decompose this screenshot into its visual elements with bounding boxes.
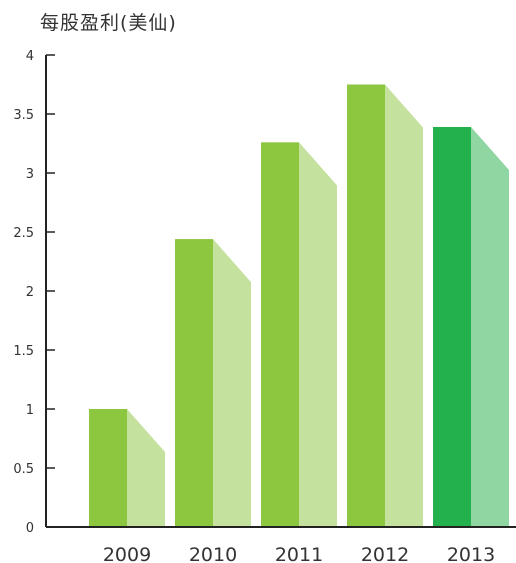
y-tick-label: 1.5 <box>13 344 34 359</box>
y-tick-label: 1 <box>26 403 34 418</box>
bar-2011 <box>261 142 337 527</box>
y-tick-label: 4 <box>26 49 34 64</box>
y-axis-ticks: 0 0.5 1 1.5 2 2.5 3 3.5 4 <box>13 49 55 536</box>
y-tick-label: 3.5 <box>13 108 34 123</box>
bar-shade <box>127 409 165 527</box>
bar-2009 <box>89 409 165 527</box>
y-tick-label: 2 <box>26 285 34 300</box>
y-tick-label: 0 <box>26 521 34 536</box>
bar-2013 <box>433 126 509 527</box>
x-tick-label: 2010 <box>189 544 237 563</box>
bar-shade <box>471 126 509 527</box>
bars <box>89 84 509 527</box>
bar-shade <box>213 239 251 527</box>
bar-shade <box>299 142 337 527</box>
y-tick-label: 0.5 <box>13 462 34 477</box>
bar-front <box>433 126 471 527</box>
x-tick-label: 2009 <box>103 544 151 563</box>
bar-front <box>175 239 213 527</box>
y-tick-label: 3 <box>26 167 34 182</box>
y-tick-label: 2.5 <box>13 226 34 241</box>
x-tick-label: 2011 <box>275 544 323 563</box>
bar-shade <box>385 84 423 527</box>
bar-front <box>347 84 385 527</box>
bar-front <box>261 142 299 527</box>
x-tick-label: 2013 <box>447 544 495 563</box>
chart-title: 每股盈利(美仙) <box>40 12 177 34</box>
bar-2012 <box>347 84 423 527</box>
x-tick-label: 2012 <box>361 544 409 563</box>
bar-2010 <box>175 239 251 527</box>
x-axis-labels: 2009 2010 2011 2012 2013 <box>103 544 495 563</box>
bar-front <box>89 409 127 527</box>
